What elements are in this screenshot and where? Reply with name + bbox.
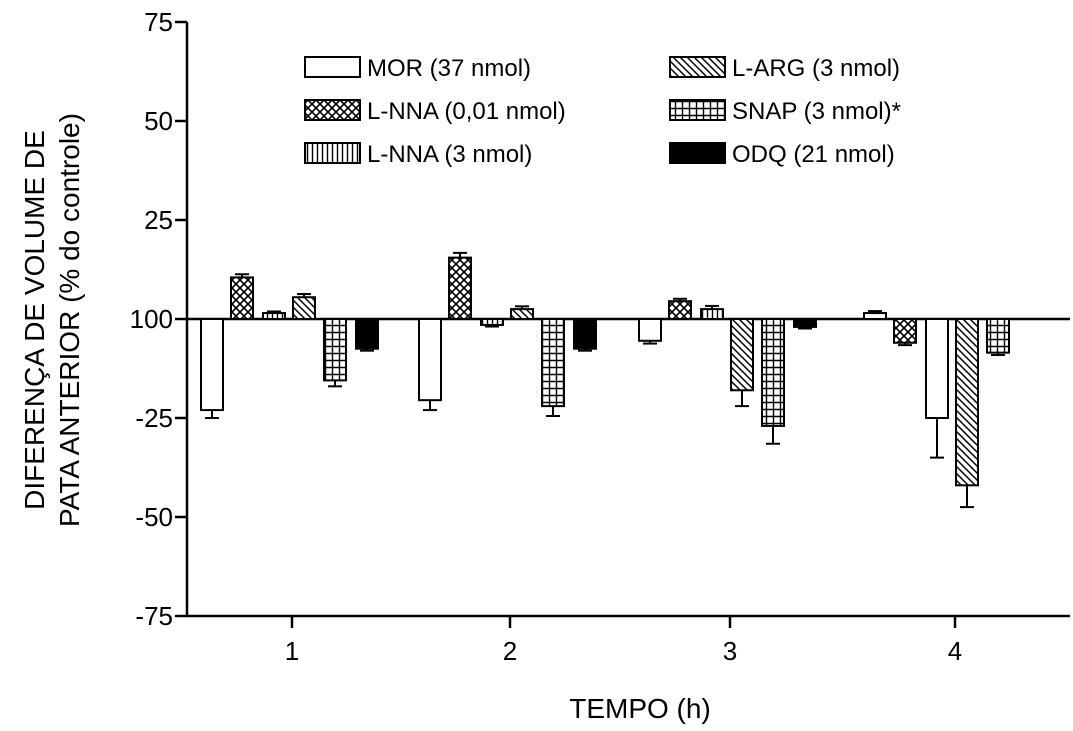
x-tick-label: 1 [285,636,299,666]
y-tick-label: -50 [135,502,173,532]
legend-label: L-NNA (3 nmol) [367,141,532,168]
bar [448,256,472,320]
y-axis-title-line1: DIFERENÇA DE VOLUME DE [19,130,50,510]
y-tick-label: 50 [144,106,173,136]
bar [541,318,565,408]
legend-swatch [669,99,726,121]
x-axis-title: TEMPO (h) [569,693,711,724]
bar [323,318,347,382]
bar [925,318,949,419]
legend-label: L-NNA (0,01 nmol) [367,98,566,125]
legend-swatch [669,142,726,164]
y-tick-label: 100 [130,304,173,334]
legend-label: ODQ (21 nmol) [732,141,895,168]
bar [700,308,724,321]
bar [262,312,286,320]
bar [793,318,817,328]
bar [863,312,887,320]
bar [638,318,662,342]
bar [955,318,979,487]
legend-swatch [304,99,361,121]
bar [510,308,534,321]
y-axis-title-line2: PATA ANTERIOR (% do controle) [54,113,85,527]
y-tick-label: 25 [144,205,173,235]
bar [986,318,1010,354]
bar [730,318,754,392]
y-tick-label: -25 [135,403,173,433]
legend-label: SNAP (3 nmol)* [732,98,901,125]
legend-label: MOR (37 nmol) [367,55,531,82]
legend-swatch [304,56,361,78]
bar [418,318,442,402]
x-tick-label: 2 [503,636,517,666]
x-tick-label: 4 [948,636,962,666]
bar [292,296,316,321]
bar [480,318,504,326]
legend-swatch [669,56,726,78]
x-tick-label: 3 [723,636,737,666]
bar [668,300,692,320]
bar [893,318,917,344]
bar [573,318,597,350]
legend-swatch [304,142,361,164]
bars [200,251,1010,509]
y-tick-label: 75 [144,7,173,37]
y-axis-title: DIFERENÇA DE VOLUME DE PATA ANTERIOR (% … [19,113,85,527]
bar [355,318,379,350]
bar [761,318,785,427]
legend: MOR (37 nmol) L-ARG (3 nmol) L-NNA (0,01 n… [304,55,901,168]
bar [230,276,254,321]
bar [200,318,224,412]
y-tick-label: -75 [135,601,173,631]
legend-label: L-ARG (3 nmol) [732,55,900,82]
